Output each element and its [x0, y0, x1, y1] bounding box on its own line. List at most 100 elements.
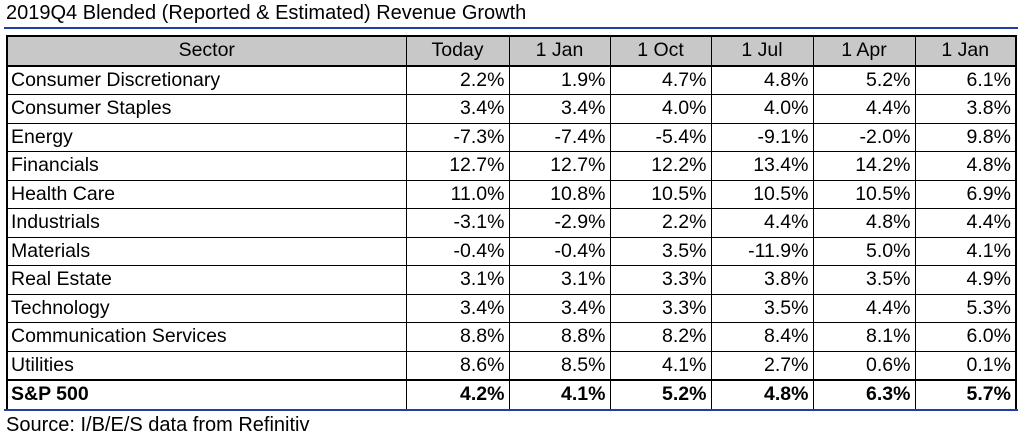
growth-value-cell: 6.1% [914, 65, 1017, 95]
growth-value-cell: -5.4% [609, 122, 712, 152]
growth-value-cell: 6.9% [914, 179, 1017, 209]
growth-value-cell: -3.1% [405, 208, 510, 238]
growth-value-cell: 12.7% [508, 151, 611, 181]
table-row: Consumer Staples 3.4% 3.4% 4.0% 4.0% 4.4% 3.8% [6, 94, 1017, 124]
growth-value-cell: -9.1% [710, 122, 814, 152]
growth-value-cell: 3.8% [914, 94, 1017, 124]
growth-value-cell: 5.7% [914, 379, 1017, 410]
growth-value-cell: 3.5% [609, 236, 712, 266]
growth-value-cell: 4.0% [710, 94, 814, 124]
table-title: 2019Q4 Blended (Reported & Estimated) Re… [6, 2, 527, 24]
table-row: Real Estate 3.1% 3.1% 3.3% 3.8% 3.5% 4.9% [6, 265, 1017, 295]
column-header-today: Today [405, 35, 510, 67]
growth-value-cell: 2.2% [609, 208, 712, 238]
growth-value-cell: 8.4% [710, 322, 814, 352]
growth-value-cell: 5.0% [812, 236, 916, 266]
growth-value-cell: -0.4% [405, 236, 510, 266]
column-header-sector: Sector [6, 35, 407, 67]
growth-value-cell: 9.8% [914, 122, 1017, 152]
growth-value-cell: 4.0% [609, 94, 712, 124]
table-row: Technology 3.4% 3.4% 3.3% 3.5% 4.4% 5.3% [6, 293, 1017, 323]
total-row: S&P 500 4.2% 4.1% 5.2% 4.8% 6.3% 5.7% [6, 379, 1017, 410]
growth-value-cell: 4.1% [914, 236, 1017, 266]
title-rule [4, 27, 1018, 29]
growth-value-cell: 6.0% [914, 322, 1017, 352]
sector-name-cell: Technology [6, 293, 407, 323]
sector-name-cell: Utilities [6, 350, 407, 381]
growth-value-cell: 5.3% [914, 293, 1017, 323]
growth-value-cell: 11.0% [405, 179, 510, 209]
growth-value-cell: 3.4% [508, 94, 611, 124]
growth-value-cell: 5.2% [812, 65, 916, 95]
growth-value-cell: 2.2% [405, 65, 510, 95]
growth-value-cell: 8.8% [508, 322, 611, 352]
growth-value-cell: 8.2% [609, 322, 712, 352]
growth-value-cell: 8.5% [508, 350, 611, 381]
growth-value-cell: -7.3% [405, 122, 510, 152]
sector-name-cell: Real Estate [6, 265, 407, 295]
growth-value-cell: 4.8% [710, 65, 814, 95]
growth-value-cell: 3.4% [508, 293, 611, 323]
growth-value-cell: 10.5% [710, 179, 814, 209]
growth-value-cell: 4.4% [914, 208, 1017, 238]
table-row: Consumer Discretionary 2.2% 1.9% 4.7% 4.8% 5.… [6, 65, 1017, 95]
growth-value-cell: 3.1% [508, 265, 611, 295]
growth-value-cell: 3.4% [405, 94, 510, 124]
sector-name-cell: Consumer Discretionary [6, 65, 407, 95]
growth-value-cell: 1.9% [508, 65, 611, 95]
growth-value-cell: 3.8% [710, 265, 814, 295]
growth-value-cell: 3.4% [405, 293, 510, 323]
sector-name-cell: Energy [6, 122, 407, 152]
sector-name-cell: Financials [6, 151, 407, 181]
growth-value-cell: 12.7% [405, 151, 510, 181]
growth-value-cell: 4.8% [710, 379, 814, 410]
table-row: Industrials -3.1% -2.9% 2.2% 4.4% 4.8% 4.4% [6, 208, 1017, 238]
growth-value-cell: 3.5% [812, 265, 916, 295]
growth-value-cell: -11.9% [710, 236, 814, 266]
growth-value-cell: 4.8% [914, 151, 1017, 181]
growth-value-cell: 10.8% [508, 179, 611, 209]
table-row: Communication Services 8.8% 8.8% 8.2% 8.4% 8.… [6, 322, 1017, 352]
header-row: Sector Today 1 Jan 1 Oct 1 Jul 1 Apr 1 J… [6, 35, 1017, 67]
growth-value-cell: 4.1% [508, 379, 611, 410]
growth-value-cell: 13.4% [710, 151, 814, 181]
growth-value-cell: 3.5% [710, 293, 814, 323]
table-row: Health Care 11.0% 10.8% 10.5% 10.5% 10.5% 6.9% [6, 179, 1017, 209]
sector-name-cell: S&P 500 [6, 379, 407, 410]
table-row: Utilities 8.6% 8.5% 4.1% 2.7% 0.6% 0.1% [6, 350, 1017, 381]
growth-value-cell: 4.1% [609, 350, 712, 381]
growth-value-cell: 4.4% [710, 208, 814, 238]
revenue-growth-table: Sector Today 1 Jan 1 Oct 1 Jul 1 Apr 1 J… [6, 35, 1017, 411]
column-header-jan-prior: 1 Jan [914, 35, 1017, 67]
growth-value-cell: -7.4% [508, 122, 611, 152]
growth-value-cell: 4.4% [812, 94, 916, 124]
sector-name-cell: Industrials [6, 208, 407, 238]
growth-value-cell: 3.3% [609, 293, 712, 323]
footer-rule [4, 409, 1018, 411]
growth-value-cell: 3.3% [609, 265, 712, 295]
table-body: Consumer Discretionary 2.2% 1.9% 4.7% 4.8% 5.… [6, 65, 1017, 410]
growth-value-cell: 4.8% [812, 208, 916, 238]
growth-value-cell: 0.6% [812, 350, 916, 381]
growth-value-cell: 8.1% [812, 322, 916, 352]
growth-value-cell: 14.2% [812, 151, 916, 181]
column-header-jul: 1 Jul [710, 35, 814, 67]
growth-value-cell: 4.7% [609, 65, 712, 95]
growth-value-cell: 4.2% [405, 379, 510, 410]
column-header-jan-current: 1 Jan [508, 35, 611, 67]
growth-value-cell: 10.5% [812, 179, 916, 209]
growth-value-cell: 5.2% [609, 379, 712, 410]
source-note: Source: I/B/E/S data from Refinitiv [6, 414, 310, 436]
growth-value-cell: 4.4% [812, 293, 916, 323]
sector-name-cell: Materials [6, 236, 407, 266]
growth-value-cell: 8.6% [405, 350, 510, 381]
growth-value-cell: 10.5% [609, 179, 712, 209]
growth-value-cell: 3.1% [405, 265, 510, 295]
growth-value-cell: 4.9% [914, 265, 1017, 295]
sector-name-cell: Consumer Staples [6, 94, 407, 124]
column-header-oct: 1 Oct [609, 35, 712, 67]
sector-name-cell: Communication Services [6, 322, 407, 352]
column-header-apr: 1 Apr [812, 35, 916, 67]
growth-value-cell: 6.3% [812, 379, 916, 410]
growth-value-cell: 12.2% [609, 151, 712, 181]
